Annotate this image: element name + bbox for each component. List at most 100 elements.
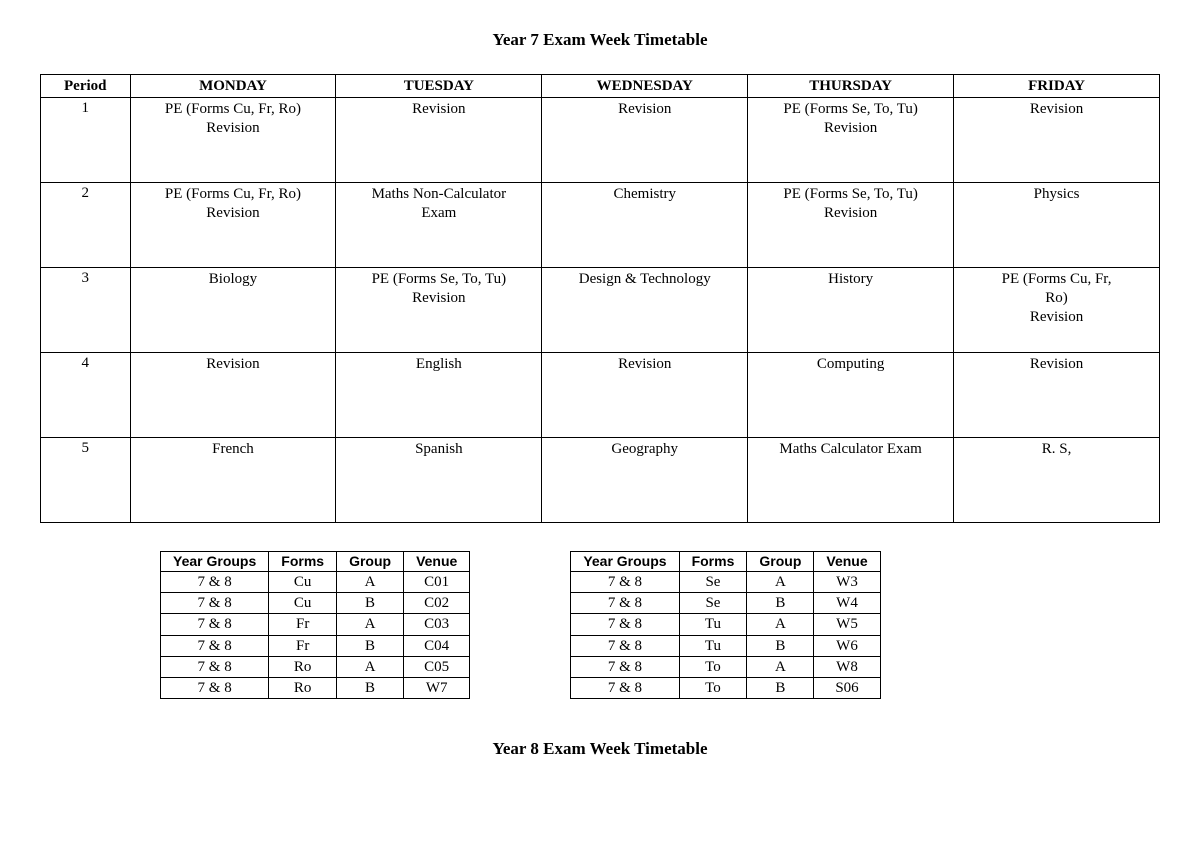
col-wednesday: WEDNESDAY (542, 75, 748, 98)
venues-row: 7 & 8FrAC03 (161, 614, 470, 635)
cell-line: Revision (752, 119, 949, 138)
cell-line: Revision (340, 100, 537, 119)
timetable-cell: PE (Forms Cu, Fr, Ro)Revision (130, 98, 336, 183)
venues-cell: 7 & 8 (571, 614, 679, 635)
col-tuesday: TUESDAY (336, 75, 542, 98)
timetable-cell: Design & Technology (542, 268, 748, 353)
venues-cell: 7 & 8 (571, 635, 679, 656)
col-period: Period (41, 75, 131, 98)
timetable-cell: Spanish (336, 438, 542, 523)
venues-cell: B (337, 593, 404, 614)
venues-row: 7 & 8RoAC05 (161, 656, 470, 677)
timetable-cell: Biology (130, 268, 336, 353)
cell-line: PE (Forms Se, To, Tu) (752, 100, 949, 119)
cell-line: Geography (546, 440, 743, 459)
timetable-row: 1PE (Forms Cu, Fr, Ro)RevisionRevisionRe… (41, 98, 1160, 183)
venues-cell: Ro (269, 656, 337, 677)
cell-line: Revision (958, 355, 1155, 374)
venues-cell: 7 & 8 (571, 678, 679, 699)
timetable-cell: Revision (954, 98, 1160, 183)
venues-left: Year GroupsFormsGroupVenue 7 & 8CuAC017 … (160, 551, 470, 699)
venues-cell: Fr (269, 614, 337, 635)
cell-line: Chemistry (546, 185, 743, 204)
cell-line: Revision (958, 308, 1155, 327)
cell-line: Computing (752, 355, 949, 374)
venues-cell: C05 (404, 656, 470, 677)
cell-line: Revision (546, 355, 743, 374)
venues-cell: B (337, 678, 404, 699)
venues-section: Year GroupsFormsGroupVenue 7 & 8CuAC017 … (160, 551, 1160, 699)
venues-cell: Tu (679, 635, 747, 656)
timetable-cell: Revision (336, 98, 542, 183)
timetable-cell: Chemistry (542, 183, 748, 268)
cell-line: Maths Calculator Exam (752, 440, 949, 459)
venues-cell: A (337, 614, 404, 635)
venues-cell: W6 (814, 635, 880, 656)
venues-row: 7 & 8TuBW6 (571, 635, 880, 656)
timetable-cell: PE (Forms Se, To, Tu)Revision (748, 98, 954, 183)
cell-line: PE (Forms Se, To, Tu) (340, 270, 537, 289)
venues-cell: W7 (404, 678, 470, 699)
venues-cell: Cu (269, 593, 337, 614)
venues-col: Venue (814, 552, 880, 572)
venues-cell: Ro (269, 678, 337, 699)
period-cell: 1 (41, 98, 131, 183)
venues-row: 7 & 8FrBC04 (161, 635, 470, 656)
venues-col: Year Groups (571, 552, 679, 572)
cell-line: Revision (752, 204, 949, 223)
period-cell: 2 (41, 183, 131, 268)
timetable-cell: French (130, 438, 336, 523)
venues-cell: A (337, 656, 404, 677)
timetable-cell: Maths Non-CalculatorExam (336, 183, 542, 268)
timetable-cell: Maths Calculator Exam (748, 438, 954, 523)
cell-line: Exam (340, 204, 537, 223)
timetable-cell: Physics (954, 183, 1160, 268)
timetable-cell: Revision (542, 98, 748, 183)
col-friday: FRIDAY (954, 75, 1160, 98)
timetable-cell: Revision (954, 353, 1160, 438)
venues-cell: A (747, 614, 814, 635)
venues-cell: B (337, 635, 404, 656)
timetable: Period MONDAY TUESDAY WEDNESDAY THURSDAY… (40, 74, 1160, 523)
venues-col: Year Groups (161, 552, 269, 572)
timetable-header-row: Period MONDAY TUESDAY WEDNESDAY THURSDAY… (41, 75, 1160, 98)
venues-cell: Se (679, 571, 747, 592)
venues-cell: B (747, 678, 814, 699)
col-thursday: THURSDAY (748, 75, 954, 98)
cell-line: French (135, 440, 332, 459)
venues-cell: 7 & 8 (161, 656, 269, 677)
venues-cell: C04 (404, 635, 470, 656)
venues-header-row: Year GroupsFormsGroupVenue (571, 552, 880, 572)
venues-cell: 7 & 8 (161, 635, 269, 656)
venues-header-row: Year GroupsFormsGroupVenue (161, 552, 470, 572)
timetable-cell: PE (Forms Se, To, Tu)Revision (336, 268, 542, 353)
cell-line: PE (Forms Se, To, Tu) (752, 185, 949, 204)
venues-col: Forms (679, 552, 747, 572)
venues-row: 7 & 8SeAW3 (571, 571, 880, 592)
venues-cell: 7 & 8 (161, 614, 269, 635)
cell-line: Design & Technology (546, 270, 743, 289)
venues-row: 7 & 8ToBS06 (571, 678, 880, 699)
cell-line: Physics (958, 185, 1155, 204)
venues-row: 7 & 8CuAC01 (161, 571, 470, 592)
cell-line: Revision (340, 289, 537, 308)
venues-cell: Fr (269, 635, 337, 656)
venues-cell: 7 & 8 (571, 593, 679, 614)
venues-cell: 7 & 8 (161, 571, 269, 592)
cell-line: English (340, 355, 537, 374)
venues-cell: W8 (814, 656, 880, 677)
cell-line: PE (Forms Cu, Fr, (958, 270, 1155, 289)
venues-cell: To (679, 678, 747, 699)
venues-cell: 7 & 8 (161, 593, 269, 614)
venues-row: 7 & 8CuBC02 (161, 593, 470, 614)
venues-col: Forms (269, 552, 337, 572)
timetable-cell: PE (Forms Cu, Fr,Ro)Revision (954, 268, 1160, 353)
venues-cell: W4 (814, 593, 880, 614)
cell-line: History (752, 270, 949, 289)
cell-line: Revision (135, 355, 332, 374)
cell-line: Revision (546, 100, 743, 119)
timetable-row: 5FrenchSpanishGeographyMaths Calculator … (41, 438, 1160, 523)
cell-line: Spanish (340, 440, 537, 459)
venues-cell: 7 & 8 (571, 656, 679, 677)
timetable-cell: Revision (542, 353, 748, 438)
